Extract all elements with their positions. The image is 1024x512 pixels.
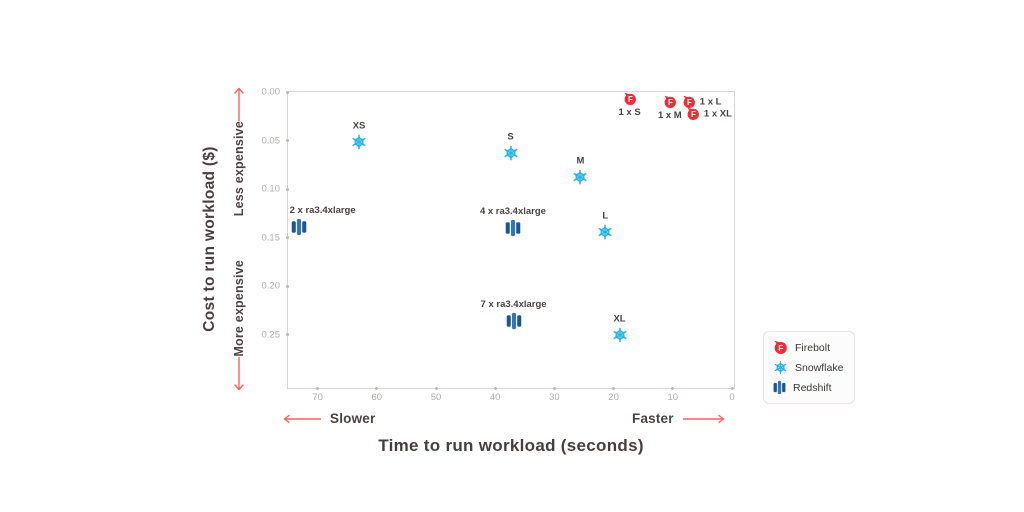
- snowflake-icon: [352, 135, 366, 150]
- data-point-label: XS: [352, 120, 366, 132]
- snowflake-data-point: L: [597, 210, 614, 240]
- x-tick-mark: [375, 387, 379, 390]
- svg-text:F: F: [691, 110, 696, 119]
- x-tick-label: 60: [371, 392, 383, 403]
- snowflake-icon: [504, 145, 518, 161]
- x-tick-mark: [434, 387, 438, 390]
- snowflake-data-point: XL: [611, 313, 628, 343]
- data-point-label: S: [507, 131, 514, 143]
- x-axis-title: Time to run workload (seconds): [378, 436, 644, 455]
- firebolt-icon: F: [687, 108, 699, 121]
- x-tick-mark: [316, 387, 320, 390]
- snowflake-data-point: M: [572, 156, 589, 186]
- x-tick-label: 40: [489, 392, 501, 403]
- x-tick-mark: [552, 387, 556, 390]
- x-tick-label: 10: [667, 392, 679, 403]
- legend-item-redshift: Redshift: [773, 380, 843, 395]
- redshift-data-point: 4 x ra3.4xlarge: [480, 206, 546, 237]
- redshift-icon: [291, 218, 306, 236]
- arrow-up-icon: [234, 87, 244, 121]
- x-tick-label: 50: [430, 392, 442, 403]
- y-tick-label: 0.25: [261, 329, 281, 340]
- legend-label: Firebolt: [795, 341, 831, 354]
- data-point-label: XL: [613, 313, 626, 324]
- x-tick-mark: [671, 387, 675, 390]
- x-tick-label: 0: [729, 392, 735, 403]
- x-tick-label: 70: [312, 392, 323, 403]
- legend-item-snowflake: Snowflake: [773, 360, 843, 375]
- less-expensive-label: Less expensive: [232, 121, 246, 217]
- y-tick-label: 0.15: [261, 232, 281, 243]
- y-tick-label: 0.00: [261, 86, 281, 98]
- data-point-label: L: [602, 210, 609, 222]
- y-tick-mark: [286, 187, 289, 191]
- data-point-label: 1 x XL: [703, 108, 732, 120]
- legend-label: Snowflake: [795, 361, 844, 374]
- y-axis-annotation: Less expensive More expensive: [229, 87, 249, 391]
- slower-annotation: Slower: [283, 411, 375, 426]
- slower-label: Slower: [330, 411, 376, 426]
- legend: F Firebolt Snowflake Redshift: [763, 331, 856, 404]
- svg-text:F: F: [687, 98, 692, 107]
- y-tick-label: 0.05: [261, 135, 281, 146]
- redshift-data-point: 2 x ra3.4xlarge: [290, 205, 356, 236]
- firebolt-icon: F: [683, 95, 695, 108]
- arrow-left-icon: [283, 414, 321, 423]
- data-point-label: 1 x S: [618, 106, 641, 118]
- faster-annotation: Faster: [632, 411, 725, 426]
- firebolt-data-point: F 1 x XL: [686, 107, 732, 121]
- x-tick-label: 30: [549, 392, 560, 403]
- data-point-label: M: [576, 155, 585, 167]
- y-tick-label: 0.10: [261, 183, 281, 195]
- firebolt-data-point: F 1 x L: [682, 95, 721, 109]
- y-tick-label: 0.20: [261, 280, 281, 292]
- x-tick-mark: [612, 387, 616, 390]
- y-tick-mark: [286, 333, 289, 336]
- snowflake-data-point: S: [502, 132, 519, 162]
- firebolt-icon: F: [623, 92, 636, 105]
- snowflake-icon: [573, 169, 587, 185]
- plot-area: 70 60 50 40 30 20 10 0 0.00 0.05 0.10 0.15 0.20 0.25 …: [262, 87, 735, 403]
- data-point-label: 1 x M: [657, 109, 682, 121]
- data-point-label: 2 x ra3.4xlarge: [289, 204, 356, 216]
- legend-label: Redshift: [793, 381, 832, 394]
- redshift-icon: [773, 380, 786, 395]
- data-point-label: 4 x ra3.4xlarge: [479, 205, 546, 217]
- redshift-icon: [773, 380, 786, 395]
- x-tick-label: 20: [608, 392, 619, 403]
- y-tick-mark: [286, 90, 289, 94]
- snowflake-icon: [598, 224, 612, 240]
- redshift-icon: [506, 312, 521, 330]
- y-tick-mark: [286, 284, 289, 288]
- snowflake-icon: [773, 360, 788, 375]
- svg-text:F: F: [668, 98, 673, 107]
- faster-label: Faster: [632, 411, 674, 426]
- y-axis-title: Cost to run workload ($): [201, 146, 218, 332]
- data-point-label: 7 x ra3.4xlarge: [480, 298, 547, 310]
- svg-text:F: F: [778, 343, 783, 353]
- x-tick-mark: [730, 387, 734, 390]
- firebolt-data-point: F 1 x S: [618, 92, 641, 118]
- firebolt-icon: F: [773, 340, 788, 355]
- firebolt-icon: F: [774, 340, 787, 355]
- snowflake-icon: [613, 327, 627, 342]
- snowflake-icon: [774, 360, 787, 375]
- y-tick-mark: [286, 139, 289, 142]
- arrow-right-icon: [682, 414, 724, 423]
- redshift-data-point: 7 x ra3.4xlarge: [481, 299, 547, 330]
- firebolt-data-point: F 1 x M: [658, 95, 682, 121]
- svg-text:F: F: [628, 95, 633, 104]
- redshift-icon: [505, 219, 521, 236]
- legend-item-firebolt: F Firebolt: [773, 340, 843, 355]
- firebolt-icon: F: [664, 95, 676, 108]
- y-tick-mark: [286, 236, 289, 239]
- x-tick-mark: [493, 387, 497, 390]
- data-point-label: 1 x L: [699, 96, 722, 108]
- more-expensive-label: More expensive: [232, 260, 246, 357]
- snowflake-data-point: XS: [351, 121, 368, 151]
- arrow-down-icon: [234, 357, 244, 391]
